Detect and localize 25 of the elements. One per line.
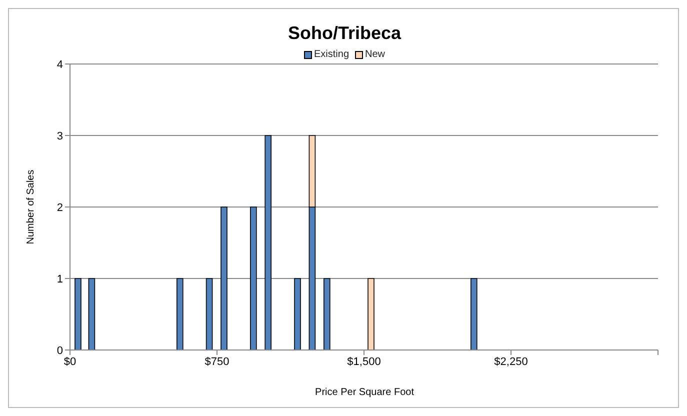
legend-label: Existing — [312, 49, 349, 60]
y-tick-label: 0 — [56, 345, 63, 357]
bar — [88, 278, 96, 350]
bar — [264, 135, 272, 350]
y-tick-label: 1 — [56, 274, 63, 286]
bar — [74, 278, 82, 350]
bar — [470, 278, 478, 350]
bar — [176, 278, 184, 350]
x-tick-label: $750 — [204, 356, 230, 368]
y-tick-label: 4 — [56, 59, 63, 71]
x-axis-title: Price Per Square Foot — [314, 387, 415, 398]
y-axis-title: Number of Sales — [26, 170, 36, 244]
x-tick-label: $0 — [64, 356, 76, 368]
x-tick-label: $2,250 — [494, 356, 528, 368]
bar — [294, 278, 301, 350]
bar — [220, 206, 228, 350]
bar — [206, 278, 213, 350]
bar — [368, 278, 374, 350]
chart-title: Soho/Tribeca — [286, 23, 402, 44]
y-tick-label: 2 — [56, 202, 63, 214]
x-tick-label: $1,500 — [347, 356, 381, 368]
bar — [324, 278, 330, 350]
bar — [250, 206, 257, 350]
y-tick-label: 3 — [56, 130, 63, 142]
legend-label: New — [364, 49, 386, 60]
